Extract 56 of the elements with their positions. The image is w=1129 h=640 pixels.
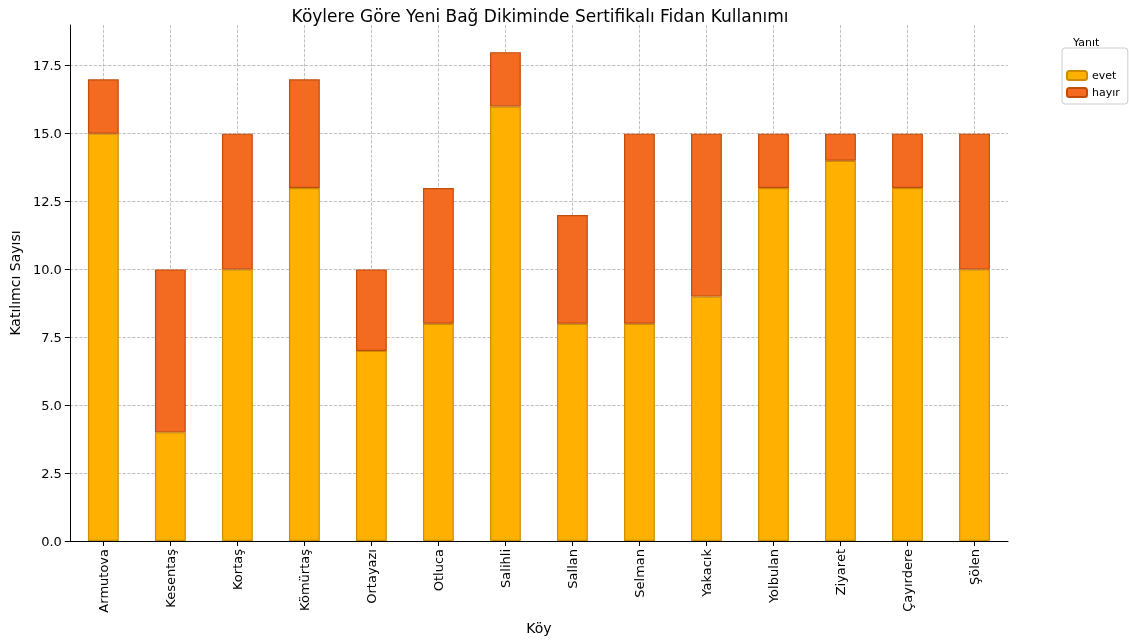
bar xyxy=(355,269,387,351)
y-tick-label: 0.0 xyxy=(41,533,62,549)
bar xyxy=(422,187,454,324)
x-axis-title: Köy xyxy=(526,620,552,636)
bar xyxy=(288,187,320,541)
y-tick-label: 7.5 xyxy=(41,329,62,345)
bar xyxy=(959,133,990,270)
x-tick-label: Sallan xyxy=(564,549,580,589)
y-axis-title: Katılımcı Sayısı xyxy=(7,230,23,336)
x-tick-label: Salihli xyxy=(497,549,513,588)
x-tick-label: Şölen xyxy=(966,549,982,586)
x-tick-label: Armutova xyxy=(95,549,111,613)
bar xyxy=(825,133,856,161)
bar xyxy=(624,133,655,324)
bar xyxy=(758,187,789,541)
bar xyxy=(422,323,454,541)
bar xyxy=(892,187,923,541)
bar xyxy=(691,133,722,297)
x-tick-label: Kortaş xyxy=(229,548,245,591)
bar xyxy=(892,133,923,188)
x-tick-label: Kesentaş xyxy=(162,548,178,608)
bar xyxy=(557,323,588,541)
bar xyxy=(221,133,253,270)
chart-title: Köylere Göre Yeni Bağ Dikiminde Sertifikalı Fidan Kullanımı xyxy=(291,5,789,26)
bar xyxy=(288,79,320,188)
x-tick-label: Çayırdere xyxy=(899,549,915,612)
bar xyxy=(355,350,387,541)
legend-label: hayır xyxy=(1092,86,1121,99)
bar xyxy=(490,106,521,541)
bar xyxy=(221,269,253,541)
bar xyxy=(154,432,186,541)
y-tick-label: 10.0 xyxy=(32,261,62,277)
bar xyxy=(87,79,119,134)
y-tick-label: 17.5 xyxy=(32,58,62,74)
bar xyxy=(959,269,990,541)
bar xyxy=(557,215,588,324)
y-tick-label: 5.0 xyxy=(41,397,62,413)
y-tick-label: 2.5 xyxy=(41,465,62,481)
bar xyxy=(154,269,186,433)
x-tick-label: Selman xyxy=(631,549,647,598)
y-tick-label: 12.5 xyxy=(32,194,62,210)
bar xyxy=(624,323,655,541)
legend-title: Yanıt xyxy=(1072,36,1100,49)
x-tick-label: Otluca xyxy=(430,549,446,592)
x-tick-label: Yolbulan xyxy=(765,549,781,605)
bar xyxy=(87,133,119,541)
bar xyxy=(691,296,722,541)
x-tick-label: Yakacık xyxy=(698,548,714,598)
x-tick-label: Ziyaret xyxy=(832,549,848,596)
bar xyxy=(825,160,856,541)
y-tick-label: 15.0 xyxy=(32,126,62,142)
x-tick-label: Ortayazı xyxy=(363,549,379,604)
bar xyxy=(490,52,521,107)
legend-label: evet xyxy=(1092,69,1118,82)
x-tick-label: Kömürtaş xyxy=(296,548,312,611)
bar xyxy=(758,133,789,188)
